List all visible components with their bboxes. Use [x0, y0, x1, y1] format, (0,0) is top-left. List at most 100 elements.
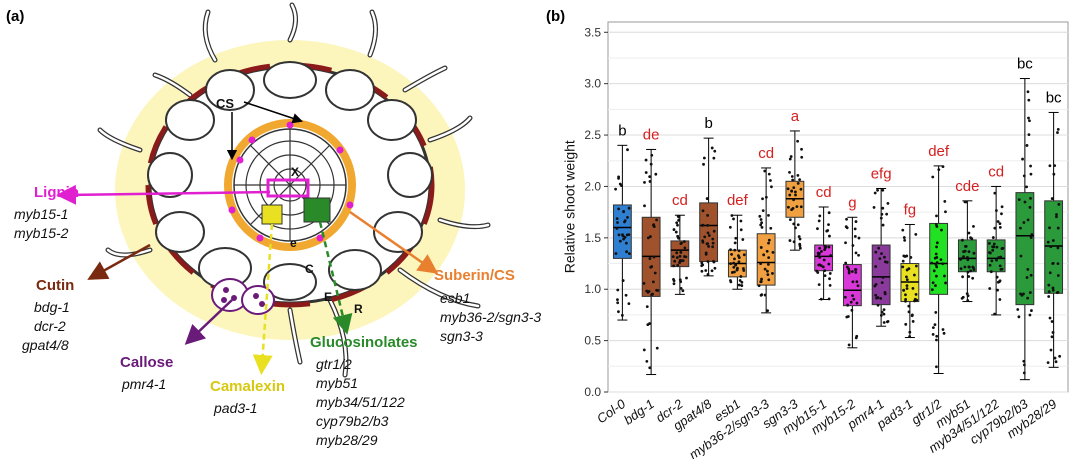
data-point [767, 238, 771, 242]
box [986, 239, 1006, 273]
data-point [1056, 127, 1060, 131]
data-point [700, 224, 704, 227]
data-point [1049, 245, 1053, 249]
data-point [759, 218, 763, 221]
data-point [624, 293, 628, 297]
box [900, 263, 920, 303]
data-point [737, 249, 741, 253]
data-point [757, 284, 761, 288]
data-point [771, 250, 775, 254]
data-point [799, 187, 803, 191]
data-point [700, 264, 704, 268]
data-point [759, 246, 763, 249]
data-point [788, 157, 792, 161]
data-point [700, 269, 704, 273]
data-point [935, 214, 938, 218]
glucosinolates-gene-2: myb51 [316, 375, 359, 391]
data-point [706, 224, 710, 227]
data-point [963, 249, 967, 253]
box [1015, 192, 1035, 306]
data-point [766, 309, 769, 313]
x-tick-label: pmr4-1 [844, 396, 887, 432]
box [1044, 200, 1064, 294]
data-point [650, 153, 654, 157]
significance-letter: de [643, 126, 660, 143]
data-point [767, 172, 771, 176]
suberin-gene-3: sgn3-3 [440, 328, 483, 344]
data-point [934, 274, 938, 278]
data-point [818, 263, 822, 267]
data-point [1025, 276, 1029, 279]
data-point [995, 275, 999, 279]
data-point [621, 279, 625, 282]
y-tick-label: 1.5 [584, 231, 601, 245]
x-tick-label: Col-0 [594, 396, 629, 427]
data-point [730, 253, 733, 256]
data-point [829, 254, 833, 257]
data-point [678, 254, 682, 258]
data-point [621, 234, 625, 238]
data-point [905, 268, 909, 272]
data-point [905, 275, 908, 279]
data-point [941, 262, 945, 266]
data-point [845, 217, 848, 221]
data-point [827, 223, 830, 227]
data-point [646, 290, 650, 294]
data-point [739, 275, 743, 278]
data-point [647, 289, 651, 293]
data-point [851, 294, 854, 298]
data-point [909, 256, 913, 259]
data-point [910, 314, 914, 318]
panel-a-tag: (a) [6, 8, 25, 25]
data-point [706, 214, 710, 217]
data-point [766, 273, 770, 277]
data-point [766, 269, 769, 273]
data-point [902, 288, 906, 292]
data-point [997, 256, 1001, 259]
data-point [1051, 239, 1055, 242]
data-point [961, 275, 965, 279]
glucosinolate-cells [303, 197, 331, 223]
data-point [990, 259, 994, 263]
data-point [706, 242, 710, 245]
lignin-gene-1: myb15-1 [14, 206, 69, 222]
data-point [680, 259, 684, 263]
data-point [798, 242, 802, 246]
data-point [675, 256, 679, 259]
data-point [683, 246, 687, 250]
data-point [788, 218, 792, 222]
xylem-label: X [291, 165, 300, 179]
data-point [914, 232, 918, 236]
data-point [648, 175, 652, 179]
data-point [1048, 271, 1052, 275]
data-point [705, 197, 709, 200]
data-point [935, 245, 938, 249]
data-point [672, 277, 675, 281]
data-point [1056, 290, 1060, 294]
data-point [706, 272, 710, 276]
data-point [964, 244, 968, 248]
data-point [682, 240, 686, 243]
data-point [1058, 354, 1062, 358]
plot-area [607, 21, 1069, 393]
data-point [911, 320, 915, 323]
data-point [798, 244, 802, 248]
data-point [652, 223, 655, 227]
data-point [793, 190, 797, 194]
data-point [913, 297, 917, 301]
data-point [648, 366, 652, 370]
data-point [676, 223, 679, 227]
camalexin-cells [261, 204, 283, 225]
data-point [627, 233, 631, 237]
data-point [873, 284, 877, 288]
data-point [844, 261, 848, 265]
data-point [849, 300, 853, 304]
data-point [827, 245, 831, 249]
lignin-arrow [56, 184, 271, 205]
data-point [815, 269, 819, 273]
data-point [854, 268, 857, 271]
data-point [824, 245, 828, 249]
data-point [616, 288, 620, 292]
data-point [1030, 309, 1033, 312]
data-point [733, 248, 737, 252]
